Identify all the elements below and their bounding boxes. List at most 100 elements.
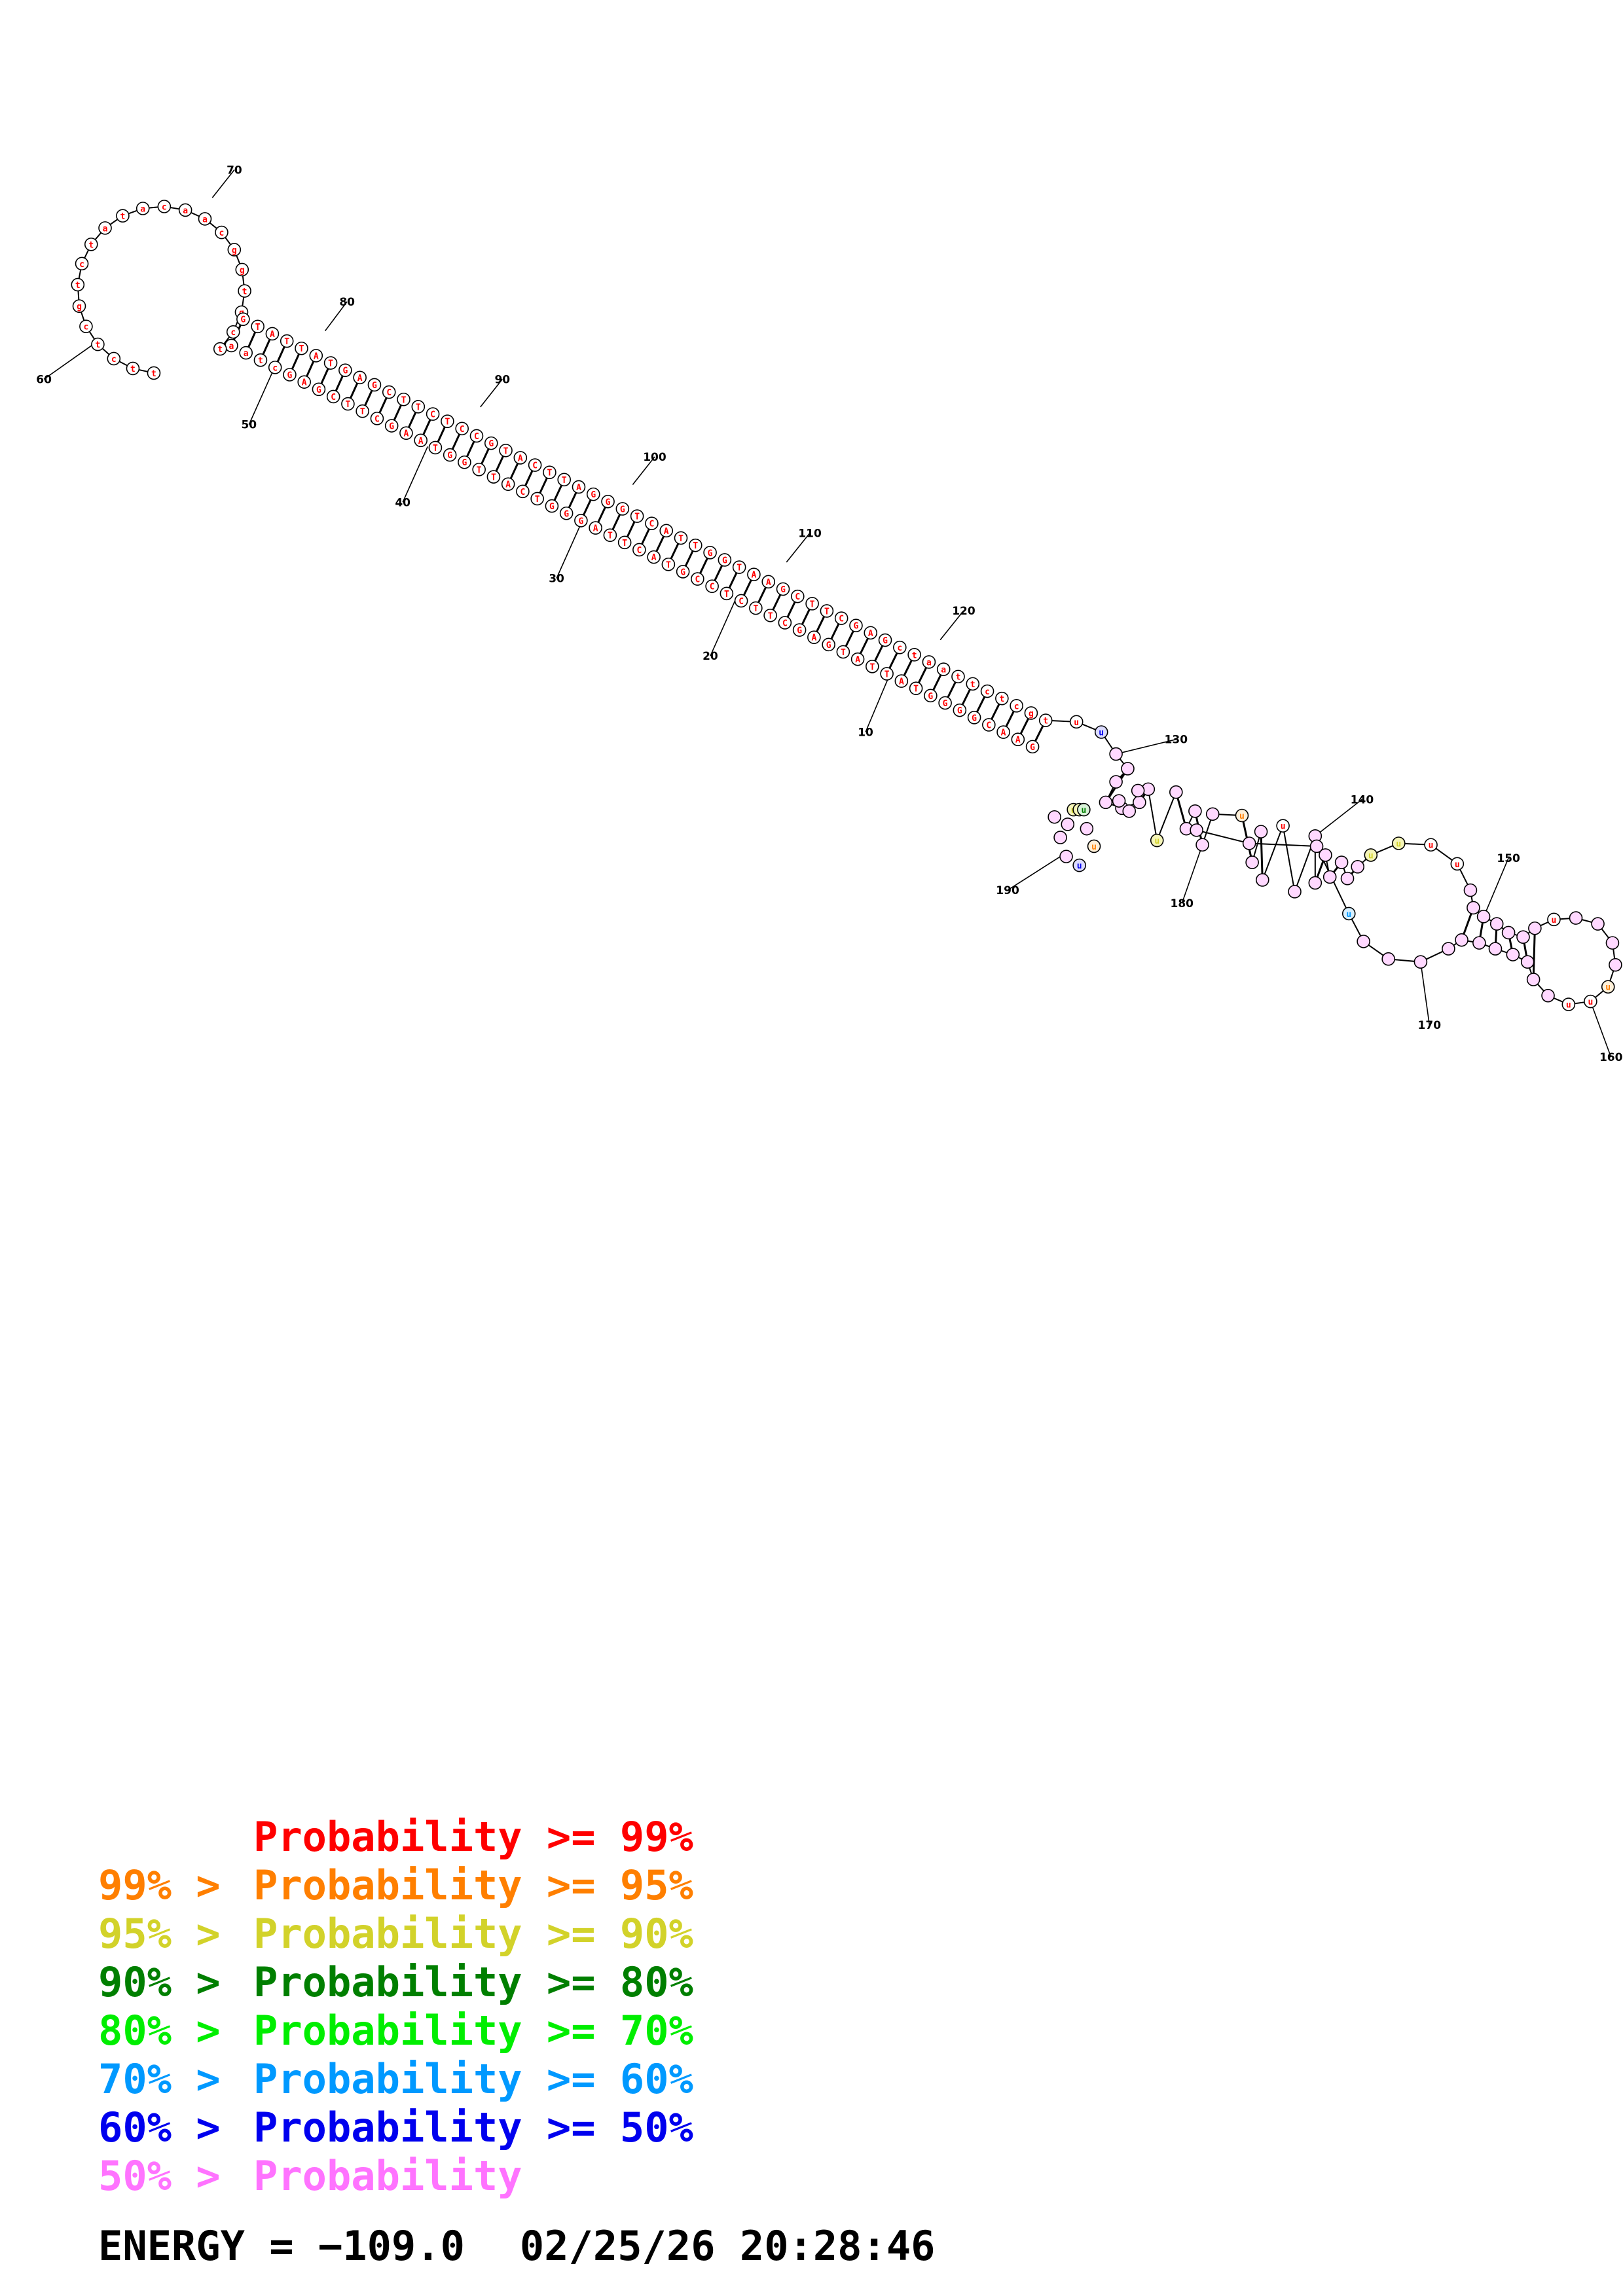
nucleotide-circle — [280, 334, 294, 348]
nucleotide-letter: A — [1015, 736, 1021, 745]
nucleotide-letter: C — [695, 575, 700, 585]
nucleotide-circle — [720, 586, 734, 601]
nucleotide-letter: A — [505, 480, 511, 490]
nucleotide-letter: C — [986, 721, 991, 730]
nucleotide-circle — [1467, 901, 1480, 915]
nucleotide-letter: C — [532, 461, 538, 471]
nucleotide-letter: G — [826, 641, 831, 651]
nucleotide-circle — [1601, 980, 1615, 994]
nucleotide-letter: a — [926, 658, 932, 668]
nucleotide-circle — [516, 484, 530, 499]
nucleotide-circle — [778, 616, 792, 630]
nucleotide-circle — [749, 601, 763, 615]
nucleotide-circle — [251, 319, 264, 334]
nucleotide-letter: G — [680, 567, 685, 577]
nucleotide-circle — [411, 400, 426, 414]
nucleotide-letter: C — [430, 410, 435, 420]
nucleotide-letter: t — [956, 673, 961, 683]
nucleotide-letter: A — [766, 578, 771, 588]
nucleotide-letter: G — [488, 439, 494, 449]
nucleotide-circle — [455, 422, 469, 436]
nucleotide-circle — [1308, 876, 1322, 890]
nucleotide-circle — [834, 611, 848, 625]
legend-threshold: 90% > — [98, 1958, 221, 2006]
nucleotide-circle — [370, 412, 384, 425]
nucleotide-circle — [1561, 997, 1576, 1011]
nucleotide-letter: G — [972, 713, 977, 723]
nucleotide-letter: T — [824, 607, 830, 617]
nucleotide-circle — [235, 262, 249, 277]
nucleotide-letter: G — [620, 505, 625, 514]
position-label: 100 — [643, 451, 666, 464]
nucleotide-circle — [1169, 785, 1183, 799]
position-tick — [939, 610, 964, 641]
nucleotide-letter: C — [374, 414, 380, 424]
nucleotide-letter: A — [302, 378, 307, 388]
nucleotide-letter: g — [240, 266, 245, 276]
nucleotide-circle — [718, 553, 732, 567]
legend-threshold: 50% > — [98, 2152, 221, 2200]
position-label: 150 — [1497, 852, 1520, 865]
position-label: 70 — [227, 164, 242, 177]
nucleotide-circle — [458, 455, 471, 469]
nucleotide-letter: u — [1566, 1001, 1571, 1011]
energy-footer: ENERGY = −109.0 02/25/26 20:28:46 — [98, 2222, 990, 2270]
legend-label: Probability >= 50% — [253, 2104, 693, 2151]
position-label: 160 — [1599, 1051, 1623, 1064]
nucleotide-letter: u — [1429, 841, 1434, 851]
nucleotide-circle — [323, 356, 338, 370]
nucleotide-letter: C — [649, 520, 655, 529]
nucleotide-circle — [1242, 836, 1256, 850]
nucleotide-circle — [472, 463, 486, 476]
nucleotide-circle — [1109, 775, 1123, 789]
nucleotide-circle — [1584, 994, 1597, 1009]
nucleotide-circle — [1109, 747, 1123, 761]
nucleotide-circle — [356, 404, 369, 418]
nucleotide-circle — [1340, 871, 1355, 886]
nucleotide-circle — [1476, 910, 1491, 924]
nucleotide-letter: C — [710, 583, 715, 592]
nucleotide-circle — [513, 451, 528, 465]
nucleotide-letter: g — [77, 302, 82, 312]
nucleotide-circle — [198, 212, 212, 226]
nucleotide-letter: T — [503, 446, 509, 456]
nucleotide-letter: C — [739, 597, 744, 607]
position-label: 80 — [339, 296, 355, 309]
nucleotide-circle — [1472, 936, 1486, 950]
nucleotide-circle — [1569, 911, 1583, 925]
nucleotide-letter: G — [854, 622, 859, 632]
position-tick — [1181, 844, 1203, 904]
nucleotide-circle — [91, 337, 105, 351]
nucleotide-circle — [734, 594, 748, 608]
nucleotide-circle — [1547, 912, 1561, 927]
nucleotide-circle — [326, 389, 340, 404]
nucleotide-letter: T — [535, 495, 540, 505]
nucleotide-letter: t — [970, 680, 976, 690]
position-label: 120 — [952, 605, 976, 618]
legend-label: Probability >= 60% — [253, 2055, 693, 2103]
position-tick — [1484, 857, 1509, 914]
nucleotide-letter: G — [316, 386, 321, 395]
position-label: 180 — [1171, 897, 1194, 910]
nucleotide-letter: T — [737, 564, 742, 573]
nucleotide-circle — [238, 284, 251, 298]
nucleotide-circle — [501, 477, 515, 491]
nucleotide-circle — [836, 645, 850, 659]
base-pair-bond — [1532, 928, 1536, 980]
nucleotide-circle — [688, 538, 702, 552]
nucleotide-circle — [126, 361, 140, 376]
nucleotide-letter: c — [162, 203, 167, 213]
nucleotide-letter: G — [287, 371, 293, 381]
nucleotide-circle — [443, 448, 457, 462]
nucleotide-letter: A — [357, 374, 363, 384]
nucleotide-letter: A — [811, 634, 816, 643]
nucleotide-circle — [676, 565, 690, 579]
nucleotide-letter: A — [314, 351, 319, 361]
nucleotide-letter: T — [491, 473, 496, 483]
nucleotide-circle — [822, 637, 835, 652]
nucleotide-circle — [1506, 948, 1520, 961]
nucleotide-letter: G — [797, 626, 802, 636]
nucleotide-circle — [530, 492, 544, 506]
nucleotide-letter: T — [666, 560, 671, 570]
nucleotide-letter: G — [883, 636, 888, 646]
